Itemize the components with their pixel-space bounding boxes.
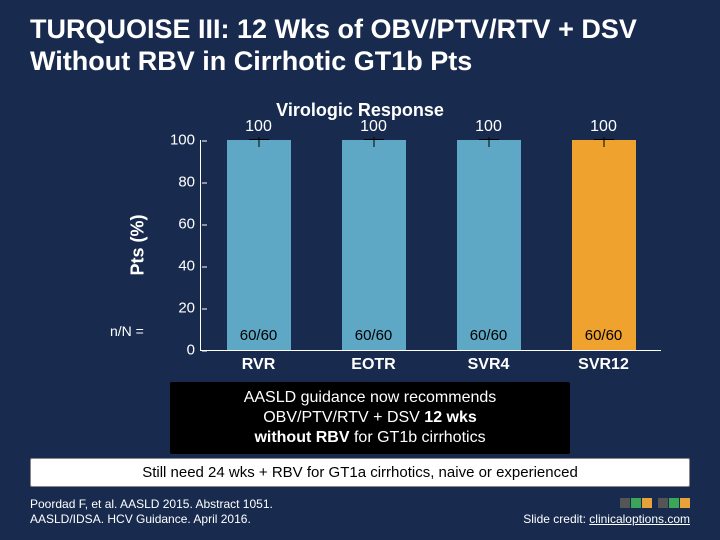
callout-box: AASLD guidance now recommends OBV/PTV/RT… bbox=[170, 382, 570, 454]
logo-seg-icon bbox=[631, 498, 641, 508]
bar-value-label: 100 bbox=[475, 118, 502, 136]
y-tick: 60 bbox=[155, 216, 201, 233]
y-axis-label: Pts (%) bbox=[128, 214, 149, 275]
x-category-label: EOTR bbox=[351, 350, 395, 374]
error-bar-icon bbox=[364, 139, 384, 147]
callout-line2-prefix: OBV/PTV/RTV + DSV bbox=[263, 409, 424, 426]
nn-label: 60/60 bbox=[470, 327, 508, 344]
y-tick: 100 bbox=[155, 132, 201, 149]
bar: 10060/60 bbox=[342, 140, 406, 350]
callout-line3-bold: without RBV bbox=[254, 429, 349, 446]
callout-line1: AASLD guidance now recommends bbox=[244, 389, 497, 406]
logo-seg-icon bbox=[620, 498, 630, 508]
nn-caption: n/N = bbox=[110, 323, 144, 339]
plot-region: 02040608010010060/60RVR10060/60EOTR10060… bbox=[200, 140, 661, 351]
callout-line2-bold: 12 wks bbox=[424, 409, 476, 426]
bar: 10060/60 bbox=[227, 140, 291, 350]
error-bar-icon bbox=[249, 139, 269, 147]
logo-seg-icon bbox=[658, 498, 668, 508]
credit-link[interactable]: clinicaloptions.com bbox=[589, 512, 690, 526]
logo-seg-icon bbox=[642, 498, 652, 508]
bar-slot: 10060/60EOTR bbox=[316, 140, 431, 350]
bar-slot: 10060/60SVR12 bbox=[546, 140, 661, 350]
credit-prefix: Slide credit: bbox=[523, 512, 589, 526]
bar-value-label: 100 bbox=[360, 118, 387, 136]
y-tick: 20 bbox=[155, 300, 201, 317]
error-bar-icon bbox=[479, 139, 499, 147]
x-category-label: SVR4 bbox=[468, 350, 510, 374]
y-tick: 0 bbox=[155, 342, 201, 359]
reference-line-2: AASLD/IDSA. HCV Guidance. April 2016. bbox=[30, 512, 251, 526]
bar-value-label: 100 bbox=[590, 118, 617, 136]
error-bar-icon bbox=[594, 139, 614, 147]
bar: 10060/60 bbox=[572, 140, 636, 350]
logo-icons bbox=[620, 498, 690, 508]
chart-area: Pts (%) 02040608010010060/60RVR10060/60E… bbox=[150, 120, 660, 370]
logo-group-icon bbox=[658, 498, 690, 508]
slide-credit: Slide credit: clinicaloptions.com bbox=[523, 512, 690, 526]
nn-label: 60/60 bbox=[355, 327, 393, 344]
logo-seg-icon bbox=[680, 498, 690, 508]
slide: TURQUOISE III: 12 Wks of OBV/PTV/RTV + D… bbox=[0, 0, 720, 540]
x-category-label: SVR12 bbox=[578, 350, 629, 374]
logo-seg-icon bbox=[669, 498, 679, 508]
bar-slot: 10060/60SVR4 bbox=[431, 140, 546, 350]
x-category-label: RVR bbox=[242, 350, 276, 374]
nn-label: 60/60 bbox=[585, 327, 623, 344]
references: Poordad F, et al. AASLD 2015. Abstract 1… bbox=[30, 497, 273, 526]
reference-line-1: Poordad F, et al. AASLD 2015. Abstract 1… bbox=[30, 497, 273, 511]
logo-group-icon bbox=[620, 498, 652, 508]
y-tick: 40 bbox=[155, 258, 201, 275]
y-tick: 80 bbox=[155, 174, 201, 191]
callout-line3-rest: for GT1b cirrhotics bbox=[350, 429, 486, 446]
nn-label: 60/60 bbox=[240, 327, 278, 344]
bar-value-label: 100 bbox=[245, 118, 272, 136]
slide-title: TURQUOISE III: 12 Wks of OBV/PTV/RTV + D… bbox=[30, 14, 690, 78]
note-box: Still need 24 wks + RBV for GT1a cirrhot… bbox=[30, 458, 690, 487]
bar: 10060/60 bbox=[457, 140, 521, 350]
bar-slot: 10060/60RVR bbox=[201, 140, 316, 350]
